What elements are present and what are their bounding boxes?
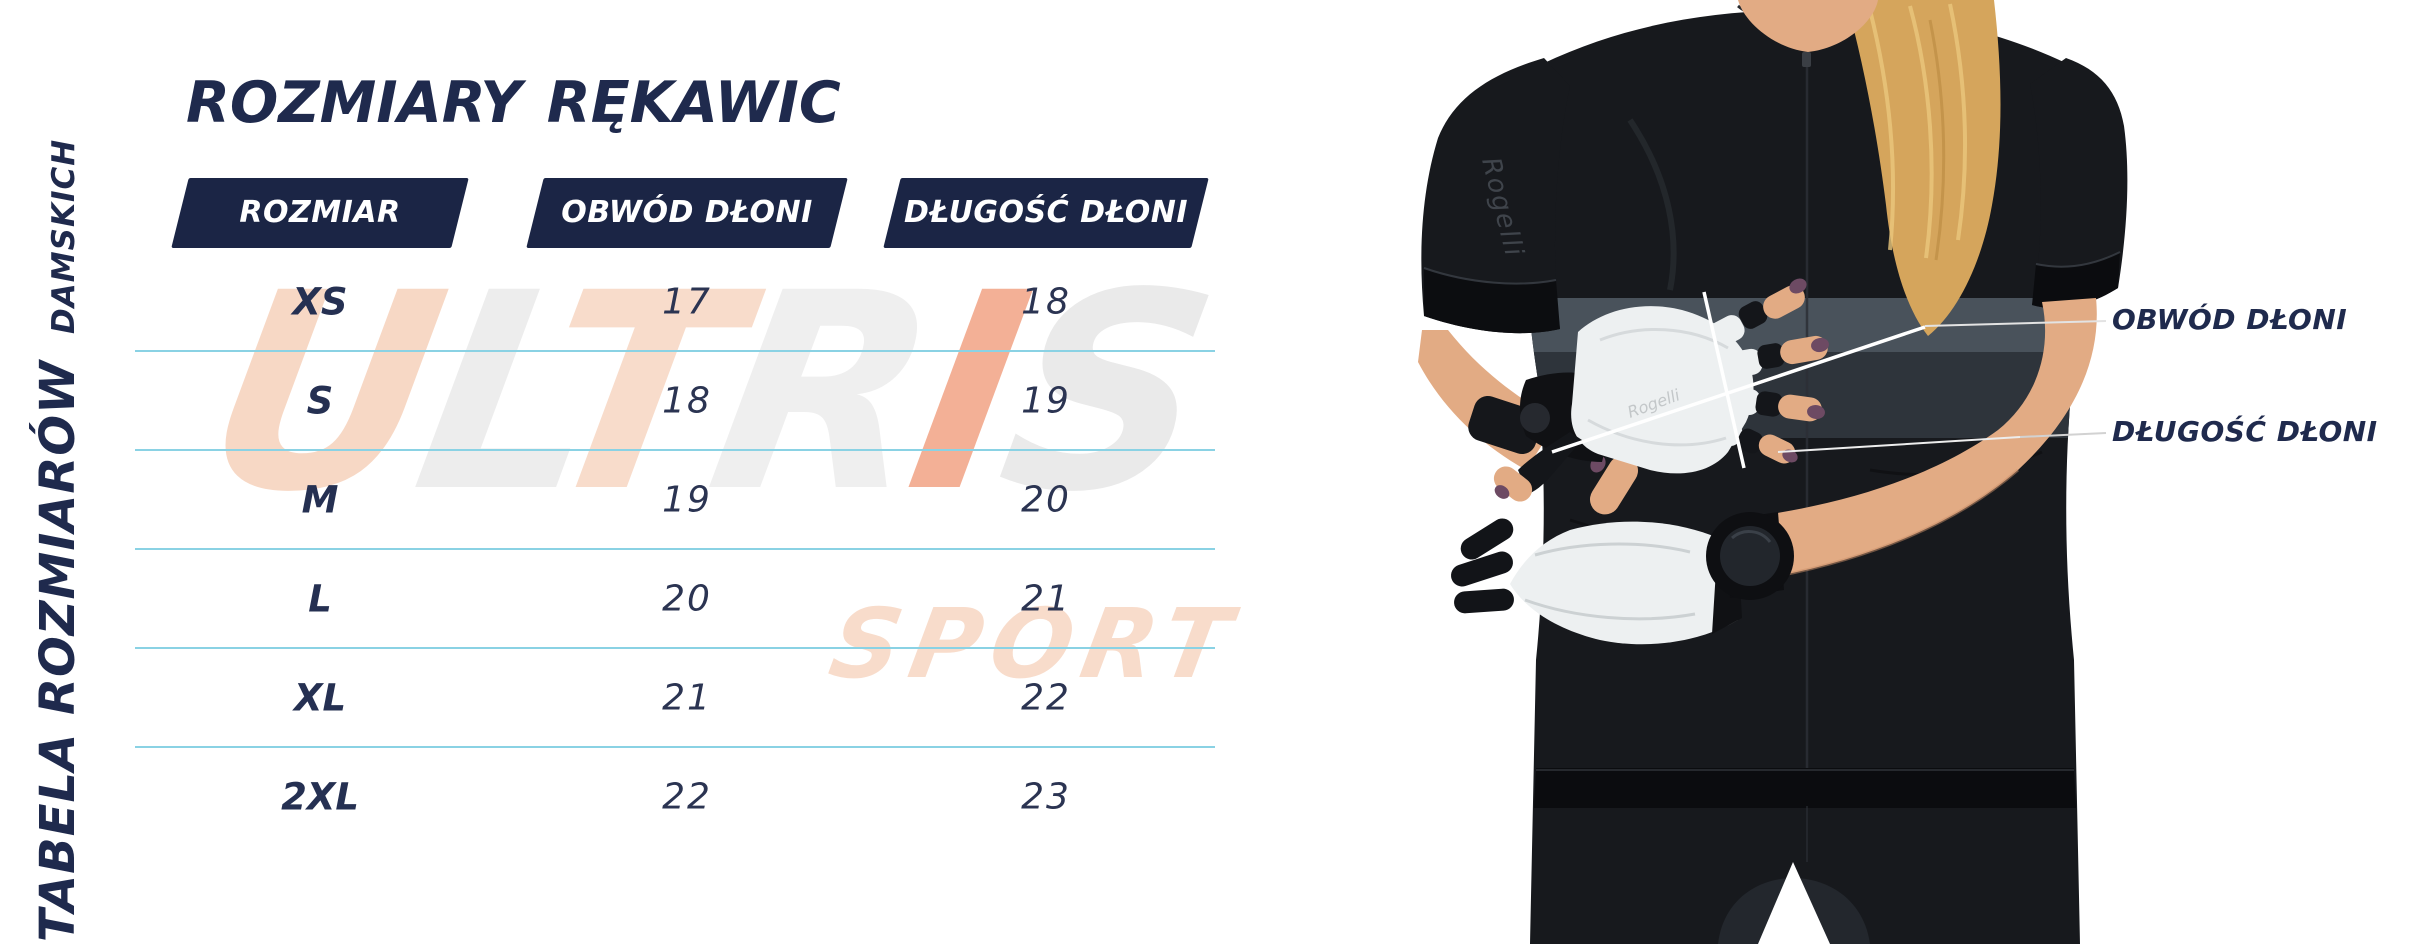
table-row: M 19 20: [150, 450, 1215, 549]
cell-size: M: [301, 478, 339, 521]
neck-skin: [1738, 0, 1878, 67]
side-label-main: TABELA ROZMIARÓW: [30, 359, 86, 942]
leader-line-circumference: [1924, 320, 2107, 327]
cell-dlugosc: 21: [1021, 578, 1071, 619]
table-row: S 18 19: [150, 351, 1215, 450]
side-label: TABELA ROZMIARÓW DAMSKICH: [30, 130, 102, 942]
measurement-line-circumference: [1551, 325, 1926, 454]
left-sleeve: Rogelli: [1421, 58, 1570, 334]
header-label: DŁUGOŚĆ DŁONI: [903, 195, 1189, 230]
cell-obwod: 18: [662, 380, 712, 421]
right-forearm: [1771, 298, 2097, 578]
cell-size: S: [306, 379, 334, 422]
cell-obwod: 20: [662, 578, 712, 619]
cell-obwod: 19: [662, 479, 712, 520]
watch: [1706, 512, 1794, 600]
page-title: ROZMIARY RĘKAWIC: [186, 70, 841, 136]
cell-dlugosc: 23: [1021, 776, 1071, 817]
cell-dlugosc: 22: [1021, 677, 1071, 718]
table-header-rozmiar: ROZMIAR: [180, 178, 460, 248]
row-divider: [135, 449, 1215, 451]
row-divider: [135, 746, 1215, 748]
table-row: L 20 21: [150, 549, 1215, 648]
measurement-lines: [1551, 291, 2107, 469]
table-row: 2XL 22 23: [150, 747, 1215, 846]
header-label: OBWÓD DŁONI: [561, 195, 813, 230]
right-sleeve: [2030, 58, 2128, 309]
callout-length: DŁUGOŚĆ DŁONI: [2112, 415, 2378, 448]
row-divider: [135, 350, 1215, 352]
lower-glove: [1451, 518, 1742, 645]
cell-dlugosc: 19: [1021, 380, 1071, 421]
cell-obwod: 21: [662, 677, 712, 718]
table-header-dlugosc: DŁUGOŚĆ DŁONI: [892, 178, 1200, 248]
cell-size: XS: [292, 280, 348, 323]
row-divider: [135, 647, 1215, 649]
header-label: ROZMIAR: [239, 195, 401, 230]
title-part2: RĘKAWIC: [546, 70, 841, 136]
title-part1: ROZMIARY: [186, 70, 522, 136]
cell-dlugosc: 18: [1021, 281, 1071, 322]
callout-circumference: OBWÓD DŁONI: [2112, 303, 2348, 336]
cell-obwod: 22: [662, 776, 712, 817]
cell-obwod: 17: [662, 281, 712, 322]
cell-size: 2XL: [281, 775, 359, 818]
cell-dlugosc: 20: [1021, 479, 1071, 520]
hair: [1846, 0, 2001, 336]
table-header-obwod: OBWÓD DŁONI: [535, 178, 839, 248]
cell-size: XL: [293, 676, 347, 719]
table-row: XS 17 18: [150, 252, 1215, 351]
shorts: [1534, 768, 2076, 944]
measurement-line-length: [1702, 291, 1746, 469]
table-row: XL 21 22: [150, 648, 1215, 747]
leader-line-length-inner: [1777, 436, 2021, 453]
row-divider: [135, 548, 1215, 550]
cell-size: L: [308, 577, 332, 620]
zipper-pull: [1802, 52, 1811, 67]
size-table-body: XS 17 18 S 18 19 M 19 20 L 20 21 XL 21 22 2XL 22 23: [135, 252, 1215, 846]
side-label-sub: DAMSKICH: [46, 138, 82, 334]
product-photo-woman-gloves: Rogelli: [1418, 0, 2128, 944]
leader-line-length: [2019, 432, 2107, 438]
